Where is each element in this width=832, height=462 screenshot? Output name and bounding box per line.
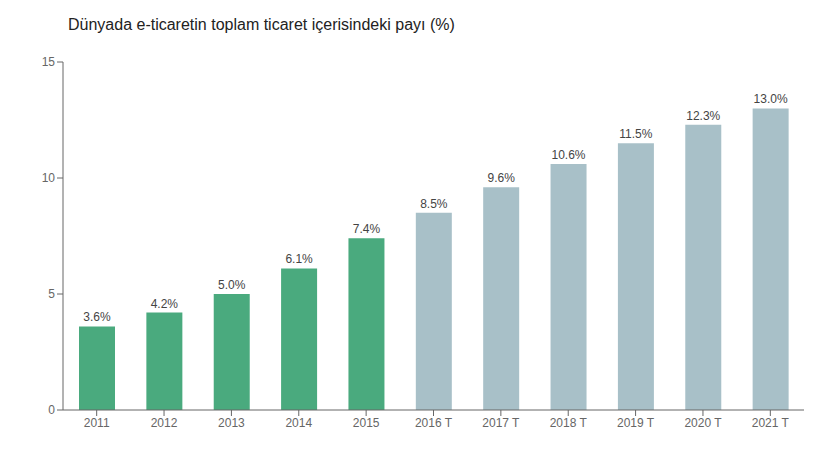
svg-text:2011: 2011 <box>84 416 110 430</box>
svg-text:7.4%: 7.4% <box>353 222 381 236</box>
svg-text:2018 T: 2018 T <box>550 416 588 430</box>
svg-text:3.6%: 3.6% <box>83 310 111 324</box>
svg-text:10: 10 <box>42 171 56 185</box>
svg-text:5.0%: 5.0% <box>218 278 246 292</box>
svg-text:2016 T: 2016 T <box>415 416 453 430</box>
svg-text:2015: 2015 <box>353 416 380 430</box>
svg-text:6.1%: 6.1% <box>285 252 313 266</box>
svg-text:12.3%: 12.3% <box>686 109 720 123</box>
svg-text:2017 T: 2017 T <box>482 416 520 430</box>
svg-text:4.2%: 4.2% <box>151 297 179 311</box>
svg-text:8.5%: 8.5% <box>420 197 448 211</box>
svg-text:0: 0 <box>48 403 55 417</box>
svg-text:15: 15 <box>42 55 56 69</box>
svg-text:2021 T: 2021 T <box>752 416 790 430</box>
svg-text:13.0%: 13.0% <box>754 92 788 106</box>
svg-text:11.5%: 11.5% <box>619 127 652 141</box>
svg-text:2019 T: 2019 T <box>617 416 655 430</box>
svg-text:2020 T: 2020 T <box>684 416 722 430</box>
svg-text:10.6%: 10.6% <box>552 148 586 162</box>
svg-text:2013: 2013 <box>218 416 245 430</box>
svg-text:9.6%: 9.6% <box>488 171 516 185</box>
svg-text:2012: 2012 <box>151 416 178 430</box>
svg-text:2014: 2014 <box>285 416 312 430</box>
html-text:Dünyada e-ticaretin toplam tic: Dünyada e-ticaretin toplam ticaret içeri… <box>68 16 455 33</box>
svg-text:5: 5 <box>48 287 55 301</box>
